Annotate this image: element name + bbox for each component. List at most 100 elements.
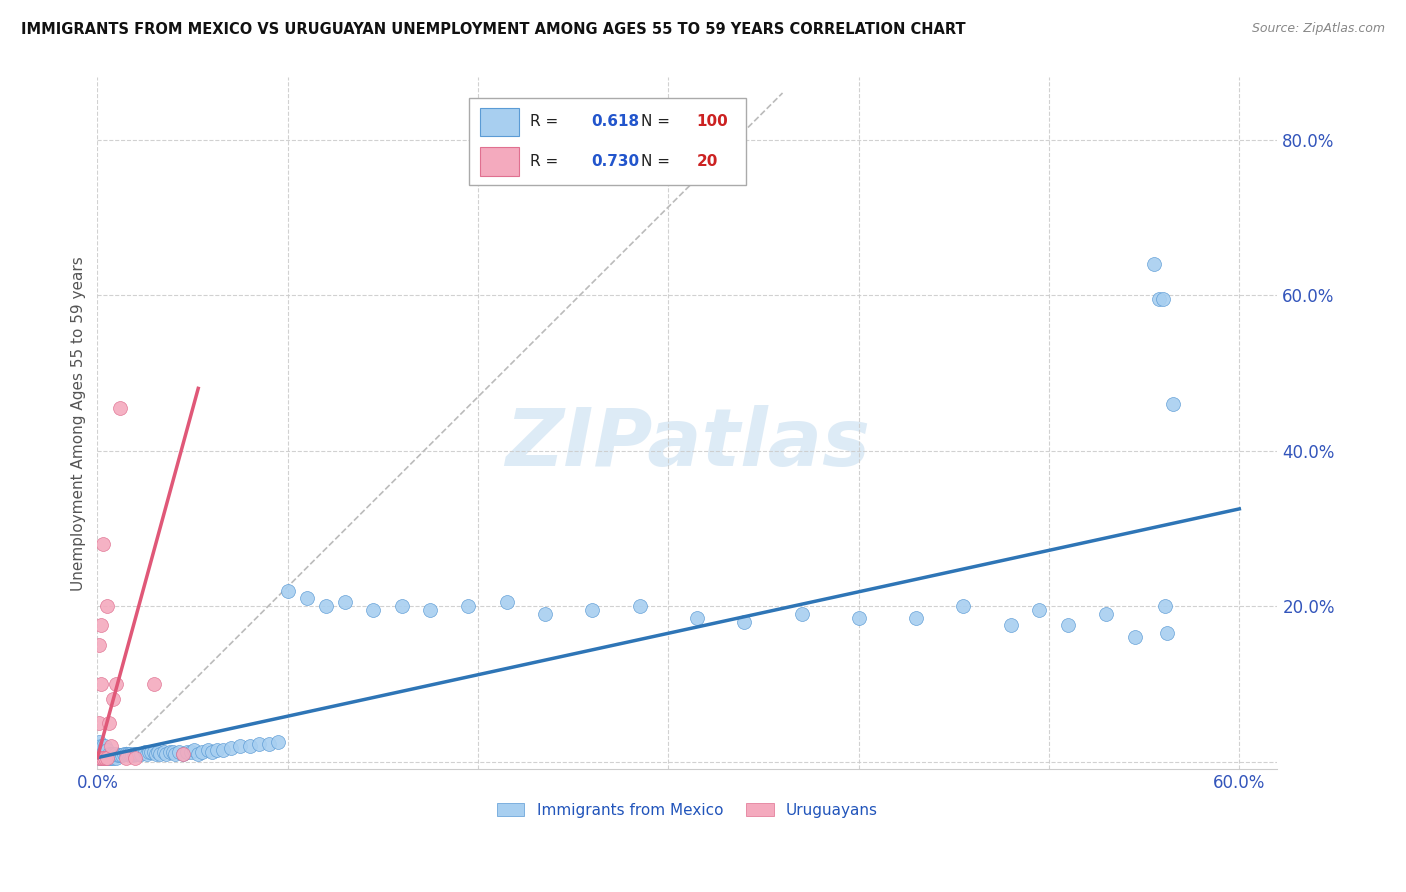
Point: [105, 747, 128, 761]
Point: [790, 607, 813, 621]
Point: [97, 715, 120, 730]
Point: [89, 638, 111, 652]
Point: [495, 595, 517, 609]
Point: [1095, 607, 1118, 621]
Point: [277, 583, 299, 598]
Point: [155, 747, 177, 761]
Point: [148, 745, 170, 759]
Point: [97, 747, 120, 761]
Point: [1123, 630, 1146, 644]
Point: [89, 750, 111, 764]
Point: [172, 747, 194, 761]
Point: [89, 747, 111, 761]
Point: [143, 677, 166, 691]
Point: [363, 603, 385, 617]
Point: [91, 537, 114, 551]
Point: [1057, 618, 1080, 632]
Point: [90, 750, 112, 764]
Point: [159, 745, 181, 759]
Point: [103, 748, 125, 763]
Point: [90, 747, 112, 761]
Point: [121, 748, 143, 763]
Point: [187, 747, 209, 761]
Point: [200, 745, 222, 759]
Point: [207, 743, 229, 757]
Point: [96, 750, 118, 764]
Point: [153, 745, 176, 759]
Text: ZIPatlas: ZIPatlas: [505, 405, 870, 483]
Point: [952, 599, 974, 613]
Point: [1152, 292, 1174, 306]
Point: [128, 747, 150, 761]
Point: [90, 750, 112, 764]
Point: [1156, 626, 1178, 640]
Point: [94, 750, 117, 764]
Point: [101, 747, 124, 761]
Point: [118, 747, 141, 761]
Point: [89, 743, 111, 757]
Point: [91, 747, 114, 761]
Point: [90, 677, 112, 691]
Point: [100, 747, 122, 761]
Point: [295, 591, 318, 606]
Point: [165, 747, 187, 761]
Legend: Immigrants from Mexico, Uruguayans: Immigrants from Mexico, Uruguayans: [491, 797, 884, 824]
Point: [96, 599, 118, 613]
Point: [89, 750, 111, 764]
Point: [197, 743, 219, 757]
Point: [1149, 292, 1171, 306]
Point: [100, 750, 122, 764]
Point: [91, 739, 114, 753]
Point: [1143, 257, 1166, 271]
Point: [686, 611, 709, 625]
Point: [257, 738, 280, 752]
Point: [219, 740, 242, 755]
Point: [107, 748, 129, 763]
Point: [89, 735, 111, 749]
Point: [212, 743, 235, 757]
Point: [1154, 599, 1177, 613]
Point: [134, 745, 156, 759]
Point: [96, 750, 118, 764]
Point: [628, 599, 651, 613]
Point: [117, 747, 139, 761]
Text: Source: ZipAtlas.com: Source: ZipAtlas.com: [1251, 22, 1385, 36]
Point: [105, 677, 128, 691]
Point: [108, 748, 131, 763]
Point: [191, 745, 214, 759]
Y-axis label: Unemployment Among Ages 55 to 59 years: Unemployment Among Ages 55 to 59 years: [72, 256, 86, 591]
Point: [89, 715, 111, 730]
Point: [247, 738, 270, 752]
Point: [239, 739, 262, 753]
Point: [111, 748, 134, 763]
Point: [848, 611, 870, 625]
Point: [138, 745, 160, 759]
Point: [267, 735, 290, 749]
Point: [172, 747, 194, 761]
Point: [96, 747, 118, 761]
Point: [112, 747, 135, 761]
Point: [333, 595, 356, 609]
Point: [90, 743, 112, 757]
Point: [91, 750, 114, 764]
Point: [135, 747, 157, 761]
Point: [90, 618, 112, 632]
Point: [1000, 618, 1022, 632]
Point: [733, 615, 755, 629]
Point: [89, 739, 111, 753]
Point: [419, 603, 441, 617]
Point: [105, 750, 128, 764]
Point: [315, 599, 337, 613]
Point: [533, 607, 555, 621]
Point: [91, 750, 114, 764]
Point: [1028, 603, 1050, 617]
Point: [143, 745, 166, 759]
Point: [129, 747, 152, 761]
Point: [139, 745, 162, 759]
Point: [176, 745, 198, 759]
Point: [96, 743, 118, 757]
Point: [180, 745, 202, 759]
Point: [391, 599, 413, 613]
Point: [167, 745, 190, 759]
Point: [115, 750, 138, 764]
